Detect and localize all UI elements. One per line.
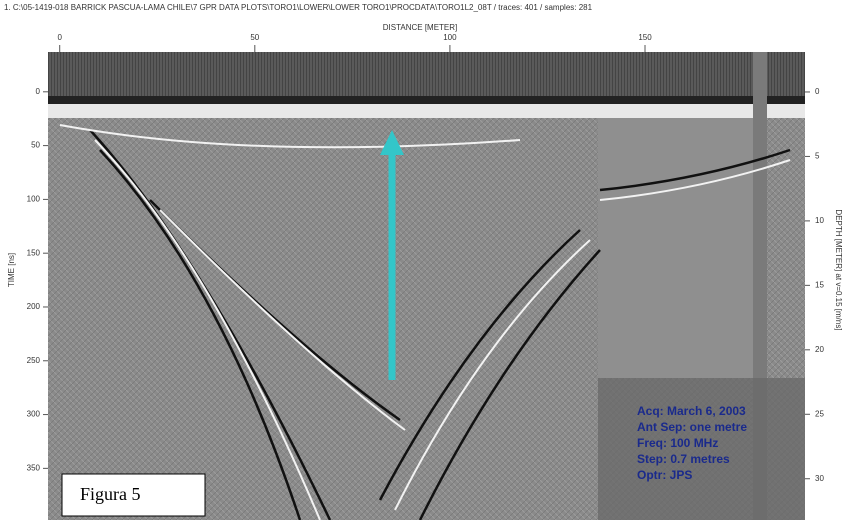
annotation: Step: 0.7 metres	[637, 452, 730, 466]
radargram-figure: 1. C:\05-1419-018 BARRICK PASCUA-LAMA CH…	[0, 0, 848, 520]
y2-tick-label: 30	[815, 474, 824, 483]
x-tick-label: 150	[638, 33, 652, 42]
x-tick-label: 0	[57, 33, 62, 42]
chart-title: 1. C:\05-1419-018 BARRICK PASCUA-LAMA CH…	[4, 3, 593, 12]
x-tick-label: 100	[443, 33, 457, 42]
y2-tick-label: 25	[815, 409, 824, 418]
y-tick-label: 100	[27, 195, 41, 204]
y-tick-label: 350	[27, 463, 41, 472]
y-axis-label: TIME [ns]	[7, 253, 16, 287]
y-tick-label: 50	[31, 141, 40, 150]
annotation: Acq: March 6, 2003	[637, 404, 746, 418]
y2-tick-label: 15	[815, 280, 824, 289]
y2-tick-label: 0	[815, 87, 820, 96]
y2-tick-label: 10	[815, 216, 824, 225]
annotation: Freq: 100 MHz	[637, 436, 718, 450]
y-tick-label: 150	[27, 248, 41, 257]
y2-tick-label: 20	[815, 345, 824, 354]
y-tick-label: 300	[27, 410, 41, 419]
x-tick-label: 50	[250, 33, 259, 42]
y2-axis-label: DEPTH [METER] at v=0.15 [m/ns]	[834, 209, 843, 330]
y2-tick-label: 5	[815, 152, 820, 161]
y-tick-label: 0	[36, 87, 41, 96]
figure-label: Figura 5	[80, 484, 141, 504]
y-tick-label: 200	[27, 302, 41, 311]
x-axis-label: DISTANCE [METER]	[383, 23, 458, 32]
annotation: Ant Sep: one metre	[637, 420, 747, 434]
y-tick-label: 250	[27, 356, 41, 365]
annotation: Optr: JPS	[637, 468, 692, 482]
